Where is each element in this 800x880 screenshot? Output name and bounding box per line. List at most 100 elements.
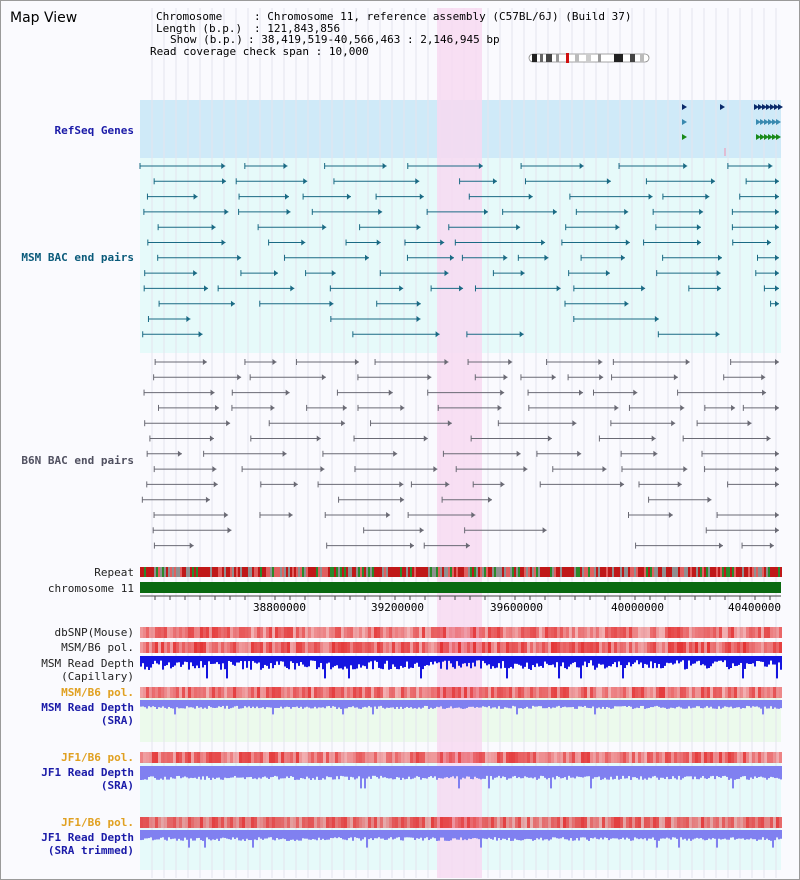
- track-label-msm-bac[interactable]: MSM BAC end pairs: [21, 251, 134, 264]
- jf1-b6-pol-cell: [575, 752, 578, 763]
- msm-depth-capillary-bar: [610, 656, 612, 667]
- msm-depth-sra-bar: [664, 700, 666, 708]
- msm-b6-pol-cell: [371, 687, 374, 698]
- msm-depth-sra-bar: [338, 700, 340, 708]
- jf1-b6-pol-cell: [158, 752, 161, 763]
- track-label-msm-b6-pol-2[interactable]: MSM/B6 pol.: [61, 686, 134, 699]
- repeat-mark: [428, 567, 430, 577]
- jf1-b6-pol-cell: [218, 817, 221, 828]
- msm-bac-pair: [711, 178, 716, 185]
- msm-depth-sra-bar: [468, 700, 470, 707]
- track-label-jf1-b6-pol-1[interactable]: JF1/B6 pol.: [61, 751, 134, 764]
- jf1-depth-trimmed-bar: [704, 830, 706, 841]
- repeat-mark: [544, 567, 546, 577]
- repeat-mark: [436, 567, 438, 577]
- jf1-depth-sra-bar: [546, 766, 548, 780]
- msm-b6-pol-cell: [479, 687, 482, 698]
- msm-depth-sra-bar: [498, 700, 500, 707]
- track-label-msm-b6-pol-1[interactable]: MSM/B6 pol.: [61, 641, 134, 654]
- msm-b6-pol-cell: [386, 687, 389, 698]
- dbsnp-cell: [743, 627, 746, 638]
- jf1-depth-trimmed-bar: [390, 830, 392, 838]
- jf1-depth-trimmed-bar: [496, 830, 498, 841]
- track-label-jf1-depth-trimmed[interactable]: JF1 Read Depth: [41, 831, 134, 844]
- track-label-jf1-b6-pol-2[interactable]: JF1/B6 pol.: [61, 816, 134, 829]
- msm-depth-sra-bar: [630, 700, 632, 707]
- msm-b6-pol-cell: [515, 642, 518, 653]
- jf1-depth-trimmed-bar: [620, 830, 622, 839]
- msm-depth-sra-bar: [564, 700, 566, 707]
- repeat-mark: [224, 567, 226, 577]
- track-label-refseq[interactable]: RefSeq Genes: [54, 124, 134, 137]
- msm-depth-sra-bar: [320, 700, 322, 708]
- msm-b6-pol-cell: [653, 642, 656, 653]
- track-label-jf1-depth-sra[interactable]: JF1 Read Depth: [41, 766, 134, 779]
- repeat-mark: [296, 567, 298, 577]
- msm-depth-sra-bar: [218, 700, 220, 707]
- msm-depth-sra-bar: [416, 700, 418, 709]
- msm-depth-capillary-bar: [190, 656, 192, 663]
- msm-depth-capillary-bar: [572, 656, 574, 663]
- track-label-repeat[interactable]: Repeat: [94, 566, 134, 579]
- dbsnp-cell: [476, 627, 479, 638]
- msm-depth-sra-bar: [308, 700, 310, 708]
- repeat-mark: [548, 567, 550, 577]
- jf1-b6-pol-cell: [170, 817, 173, 828]
- msm-depth-sra-bar: [516, 700, 518, 715]
- dbsnp-cell: [221, 627, 224, 638]
- dbsnp-cell: [758, 627, 761, 638]
- track-label-b6n-bac[interactable]: B6N BAC end pairs: [21, 454, 134, 467]
- jf1-depth-sra-bar: [354, 766, 356, 780]
- msm-b6-pol-cell: [677, 642, 680, 653]
- jf1-b6-pol-cell: [230, 817, 233, 828]
- jf1-b6-pol-cell: [701, 817, 704, 828]
- msm-b6-pol-cell: [392, 642, 395, 653]
- msm-bac-pair: [382, 163, 387, 169]
- jf1-depth-trimmed-bar: [776, 830, 778, 838]
- jf1-depth-trimmed-bar: [412, 830, 414, 838]
- track-label-chromosome[interactable]: chromosome 11: [47, 582, 134, 595]
- repeat-mark: [322, 567, 324, 577]
- track-label-msm-depth-capillary[interactable]: MSM Read Depth: [41, 657, 134, 670]
- dbsnp-cell: [185, 627, 188, 638]
- jf1-depth-trimmed-bar: [400, 830, 402, 841]
- jf1-depth-trimmed-bar: [254, 830, 256, 840]
- msm-depth-capillary-bar: [364, 656, 366, 667]
- msm-depth-sra-bar: [566, 700, 568, 708]
- jf1-b6-pol-cell: [401, 752, 404, 763]
- jf1-b6-pol-cell: [569, 752, 572, 763]
- msm-depth-capillary-bar: [212, 656, 214, 664]
- jf1-depth-sra-bar: [270, 766, 272, 778]
- jf1-depth-sra-bar: [536, 766, 538, 780]
- msm-depth-sra-bar: [484, 700, 486, 707]
- repeat-mark: [738, 567, 740, 577]
- jf1-depth-trimmed-bar: [774, 830, 776, 841]
- jf1-b6-pol-cell: [284, 817, 287, 828]
- dbsnp-cell: [326, 627, 329, 638]
- jf1-depth-trimmed-bar: [562, 830, 564, 838]
- msm-depth-sra-bar: [568, 700, 570, 708]
- b6n-bac-pair: [685, 359, 690, 365]
- jf1-depth-sra-bar: [530, 766, 532, 778]
- dbsnp-cell: [470, 627, 473, 638]
- msm-bac-pair: [459, 285, 464, 292]
- jf1-b6-pol-cell: [146, 817, 149, 828]
- repeat-mark: [378, 567, 380, 577]
- track-label-dbsnp[interactable]: dbSNP(Mouse): [54, 626, 134, 639]
- msm-b6-pol-cell: [164, 642, 167, 653]
- jf1-depth-sra-bar: [646, 766, 648, 780]
- msm-bac-pair: [399, 285, 404, 292]
- jf1-b6-pol-cell: [161, 817, 164, 828]
- jf1-depth-trimmed-bar: [438, 830, 440, 841]
- msm-b6-pol-cell: [428, 687, 431, 698]
- msm-depth-capillary-bar: [522, 656, 524, 669]
- track-label-msm-depth-sra[interactable]: MSM Read Depth: [41, 701, 134, 714]
- jf1-b6-pol-cell: [635, 752, 638, 763]
- chromosome-ideogram[interactable]: [528, 53, 650, 63]
- jf1-b6-pol-cell: [206, 752, 209, 763]
- repeat-mark: [608, 567, 610, 577]
- repeat-mark: [692, 567, 694, 577]
- jf1-depth-trimmed-bar: [756, 830, 758, 841]
- jf1-depth-trimmed-bar: [582, 830, 584, 838]
